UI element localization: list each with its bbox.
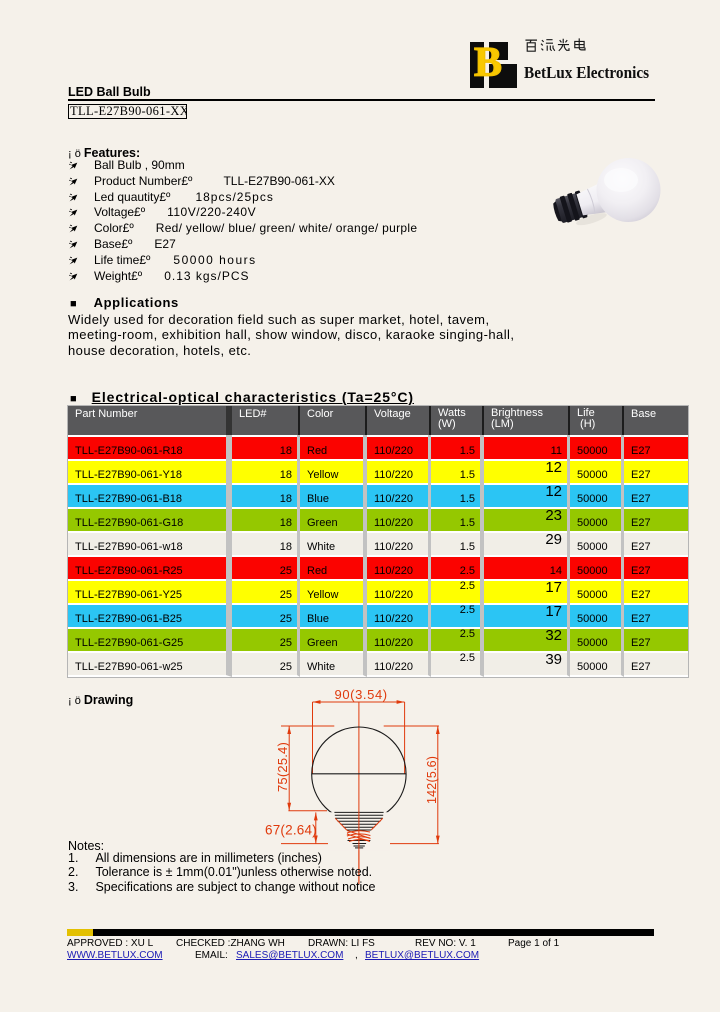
svg-text:75(25.4): 75(25.4) [275, 742, 290, 792]
svg-text:142(5.6): 142(5.6) [425, 756, 439, 804]
svg-text:67(2.64): 67(2.64) [265, 823, 317, 838]
svg-text:90(3.54): 90(3.54) [335, 687, 388, 702]
